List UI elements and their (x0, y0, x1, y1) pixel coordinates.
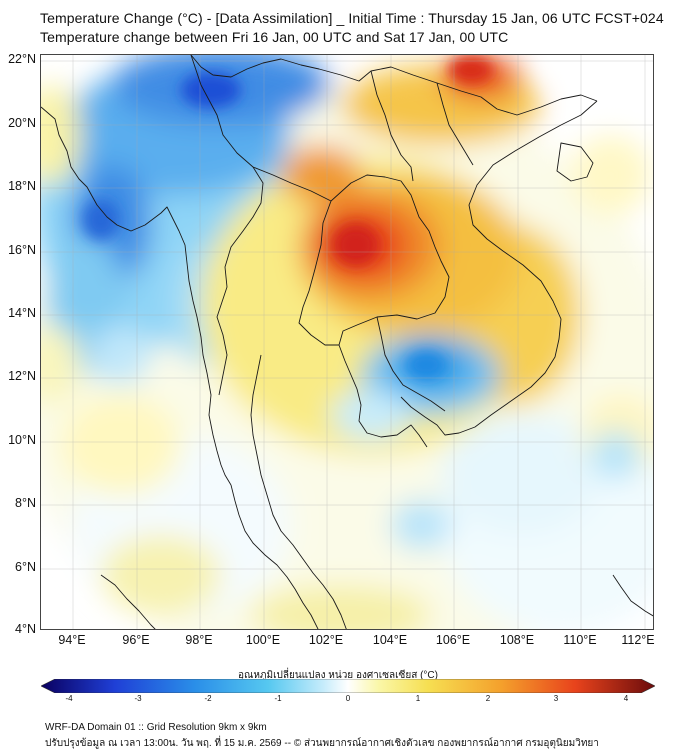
lat-label-12n: 12°N (8, 369, 36, 383)
colorbar-tick: -4 (65, 694, 73, 703)
lat-label-10n: 10°N (8, 433, 36, 447)
temperature-change-map (40, 54, 654, 630)
colorbar-title: อุณหภูมิเปลี่ยนแปลง หน่วย องศาเซลเซียส (… (238, 670, 438, 681)
footer-credit: ปรับปรุงข้อมูล ณ เวลา 13:00น. วัน พฤ. ที… (45, 738, 599, 749)
lon-label-108e: 108°E (499, 633, 535, 647)
lat-label-22n: 22°N (8, 52, 36, 66)
lon-label-100e: 100°E (245, 633, 281, 647)
lon-label-98e: 98°E (185, 633, 213, 647)
lon-label-112e: 112°E (621, 633, 655, 647)
colorbar-tick: -3 (134, 694, 142, 703)
lat-label-20n: 20°N (8, 116, 36, 130)
colorbar-tick: 2 (485, 694, 491, 703)
lon-label-104e: 104°E (372, 633, 408, 647)
lat-label-14n: 14°N (8, 306, 36, 320)
colorbar-tick: 1 (415, 694, 421, 703)
lon-label-96e: 96°E (122, 633, 150, 647)
lat-label-16n: 16°N (8, 243, 36, 257)
graticule (41, 55, 653, 629)
lon-label-110e: 110°E (563, 633, 597, 647)
coastlines-borders (41, 55, 653, 629)
colorbar-tick: 3 (553, 694, 559, 703)
lon-label-94e: 94°E (58, 633, 86, 647)
map-subtitle: Temperature change between Fri 16 Jan, 0… (40, 29, 509, 45)
lon-label-106e: 106°E (435, 633, 471, 647)
colorbar (40, 678, 656, 694)
temperature-cores (83, 56, 493, 379)
lon-label-102e: 102°E (308, 633, 344, 647)
map-canvas (41, 55, 653, 629)
lat-label-4n: 4°N (15, 622, 36, 636)
lat-label-6n: 6°N (15, 560, 36, 574)
footer-model-info: WRF-DA Domain 01 :: Grid Resolution 9km … (45, 722, 267, 733)
lat-label-18n: 18°N (8, 179, 36, 193)
colorbar-tick: 4 (623, 694, 629, 703)
lat-label-8n: 8°N (15, 496, 36, 510)
colorbar-tick: 0 (345, 694, 351, 703)
colorbar-tick: -2 (204, 694, 212, 703)
map-title: Temperature Change (°C) - [Data Assimila… (40, 10, 664, 26)
colorbar-tick: -1 (274, 694, 282, 703)
colorbar-gradient (40, 678, 656, 694)
